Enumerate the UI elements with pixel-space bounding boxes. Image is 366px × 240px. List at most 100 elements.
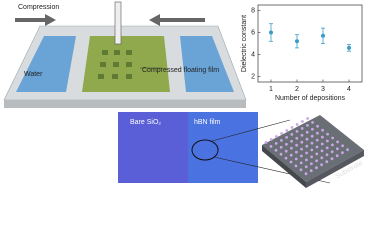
bump — [310, 134, 314, 138]
label: Water — [24, 71, 43, 78]
bump — [309, 169, 313, 173]
label: Compressed floating film — [142, 67, 219, 74]
bump — [325, 153, 329, 157]
bump — [321, 128, 324, 132]
bump — [325, 146, 329, 150]
bump — [264, 141, 268, 144]
bump — [325, 160, 329, 164]
bump — [300, 133, 304, 137]
bump — [305, 137, 309, 141]
bump — [290, 133, 294, 136]
bump — [300, 140, 304, 144]
bump — [336, 147, 339, 151]
bump — [304, 172, 308, 176]
bump — [289, 153, 293, 157]
bump — [279, 145, 283, 149]
bump — [310, 141, 314, 145]
bump — [300, 147, 303, 151]
plot-frame — [257, 4, 363, 83]
photo-film — [188, 112, 258, 183]
substrate-side — [306, 150, 364, 188]
bump — [280, 139, 283, 142]
bump — [305, 130, 309, 134]
arrow-right — [15, 14, 56, 26]
bump — [320, 163, 323, 167]
bump — [336, 140, 339, 144]
y-tick-label: 2 — [251, 73, 255, 80]
bump — [295, 136, 299, 140]
bump — [341, 144, 344, 148]
probe — [114, 1, 122, 45]
bump — [300, 126, 304, 130]
bumps — [264, 117, 349, 176]
x-tick-label: 2 — [295, 86, 299, 93]
bump — [305, 158, 308, 162]
bump — [295, 150, 298, 154]
bump — [315, 138, 319, 142]
bump — [305, 144, 309, 148]
bump — [294, 164, 298, 168]
bump — [320, 142, 324, 146]
point — [295, 39, 299, 44]
zoom-line — [211, 119, 291, 142]
bump — [346, 148, 349, 152]
bump — [284, 149, 288, 153]
bump — [315, 166, 318, 170]
bump — [290, 139, 293, 143]
bump — [330, 157, 334, 161]
bump — [315, 152, 319, 156]
bump — [321, 135, 324, 139]
label: Bare SiO₂ — [130, 119, 161, 126]
bump — [294, 157, 298, 161]
bump — [315, 145, 319, 149]
y-axis-label: Dielectric constant — [241, 15, 248, 72]
x-tick-label: 3 — [321, 86, 325, 93]
bump — [290, 126, 294, 129]
x-axis-label: Number of depositions — [275, 95, 346, 102]
bump — [326, 139, 329, 143]
bump — [290, 146, 293, 150]
bump — [274, 142, 278, 145]
bump — [299, 168, 303, 172]
bump — [300, 154, 303, 158]
y-tick-label: 4 — [251, 51, 255, 58]
bump — [316, 124, 319, 128]
bump — [295, 130, 299, 133]
bump — [331, 136, 334, 140]
bump — [295, 143, 298, 147]
bump — [330, 150, 334, 154]
point — [269, 30, 273, 35]
bump — [310, 155, 313, 159]
water-right — [180, 36, 234, 92]
x-tick-label: 4 — [347, 86, 351, 93]
bump — [320, 149, 324, 153]
bump — [320, 156, 324, 160]
bump — [304, 165, 308, 169]
x-tick-label: 1 — [269, 86, 273, 93]
bump — [310, 148, 314, 152]
arrow-left — [149, 14, 205, 26]
bump — [269, 138, 273, 141]
film-squares — [98, 50, 132, 79]
bump — [269, 145, 273, 148]
circle — [191, 139, 219, 161]
water-left — [16, 36, 76, 92]
bump — [289, 160, 293, 164]
bump — [315, 159, 318, 163]
bump — [311, 121, 314, 124]
bump — [279, 152, 283, 156]
bump — [284, 156, 288, 160]
y-tick-label: 8 — [251, 7, 255, 14]
bump — [274, 148, 278, 152]
bump — [280, 132, 283, 135]
figure: Compression Water Compressed floating fi… — [3, 1, 364, 188]
y-tick-label: 6 — [251, 29, 255, 36]
bump — [316, 131, 319, 135]
label: Compression — [18, 4, 59, 11]
trough-side — [4, 100, 246, 108]
bump — [301, 120, 304, 123]
bump — [299, 161, 303, 165]
bump — [310, 162, 313, 166]
bump — [285, 129, 289, 132]
